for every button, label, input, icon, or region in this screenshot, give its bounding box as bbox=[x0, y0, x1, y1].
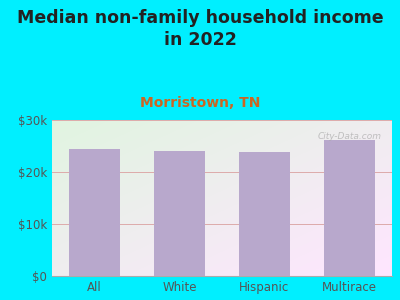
Bar bbox=[239, 152, 290, 276]
Bar bbox=[324, 140, 375, 276]
Bar bbox=[69, 148, 120, 276]
Text: Median non-family household income
in 2022: Median non-family household income in 20… bbox=[17, 9, 383, 49]
Text: Morristown, TN: Morristown, TN bbox=[140, 96, 260, 110]
Bar bbox=[154, 151, 205, 276]
Text: City-Data.com: City-Data.com bbox=[318, 133, 382, 142]
